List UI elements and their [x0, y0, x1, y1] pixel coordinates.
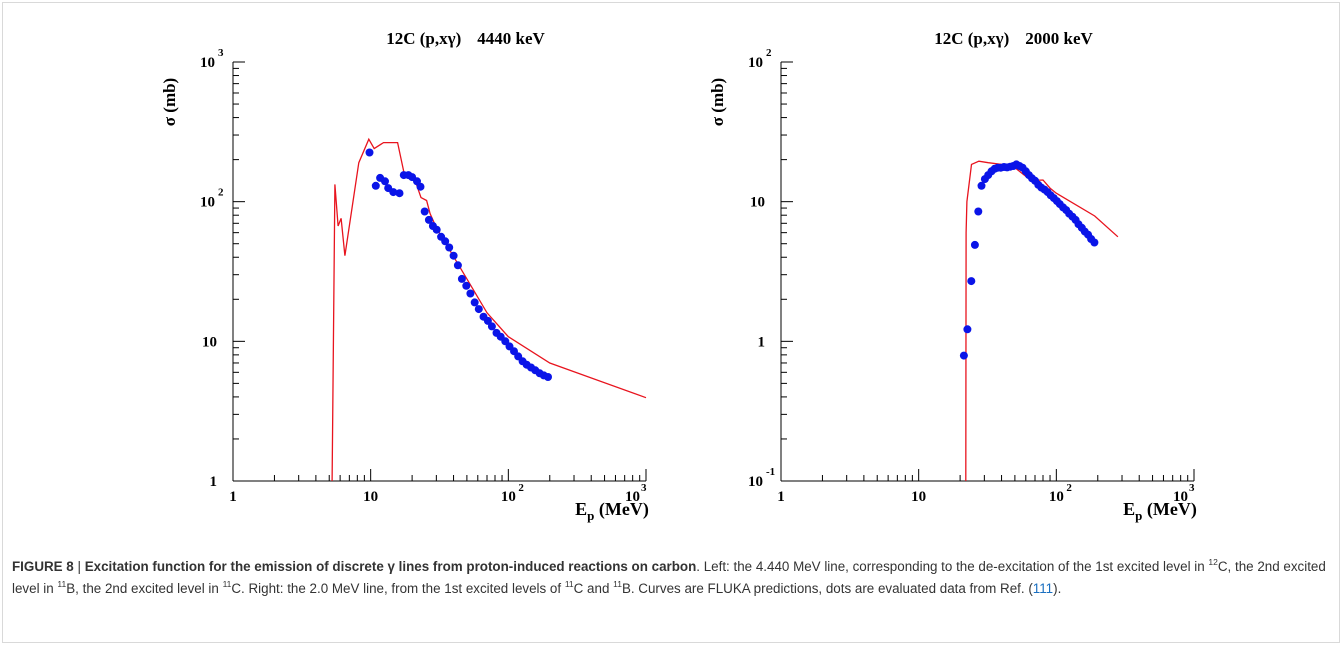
x-tick-label: 10 — [501, 489, 516, 505]
y-tick-label: 10 — [200, 195, 215, 211]
y-tick-label: 1 — [758, 334, 766, 350]
x-tick-label: 1 — [229, 489, 237, 505]
data-point — [977, 181, 986, 190]
x-axis-label-subscript: p — [1135, 508, 1142, 523]
x-tick-label: 10 — [625, 489, 640, 505]
chart-title-reaction: 12C (p,xγ) — [386, 29, 461, 48]
data-point — [474, 305, 483, 314]
y-tick-label: 10 — [750, 195, 765, 211]
data-point — [457, 274, 466, 283]
caption-text: B. Curves are FLUKA predictions, dots ar… — [621, 581, 1033, 596]
caption-superscript: 11 — [613, 578, 622, 589]
figure-label: FIGURE 8 — [12, 559, 74, 574]
fluka-curve — [965, 160, 1119, 482]
data-point — [544, 373, 552, 381]
data-point — [365, 148, 374, 157]
caption-text: C, the 2nd excited level in — [12, 559, 1326, 596]
caption-text: . Left: the 4.440 MeV line, correspondin… — [696, 559, 1209, 574]
chart-title-energy: 2000 keV — [1025, 29, 1093, 48]
x-tick-label: 10 — [1049, 489, 1064, 505]
chart-title-reaction: 12C (p,xγ) — [934, 29, 1009, 48]
y-axis-label: σ (mb) — [160, 78, 179, 126]
x-axis-label-symbol: E — [1123, 499, 1135, 519]
x-tick-exponent: 2 — [518, 482, 524, 494]
x-axis-label-unit: (MeV) — [594, 499, 648, 520]
data-point — [371, 181, 380, 190]
data-point — [466, 289, 475, 298]
data-point — [974, 207, 983, 216]
data-point — [420, 207, 429, 216]
x-axis-label-subscript: p — [587, 508, 594, 523]
caption-separator: | — [73, 559, 85, 574]
y-tick-label: 10 — [748, 55, 763, 71]
chart-title: 12C (p,xγ) 2000 keV — [934, 29, 1093, 48]
x-axis-label: Ep (MeV) — [575, 499, 649, 523]
caption-text: B, the 2nd excited level in — [66, 581, 223, 596]
data-point — [487, 322, 496, 331]
data-point — [441, 237, 450, 246]
chart-title: 12C (p,xγ) 4440 keV — [386, 29, 545, 48]
y-tick-label: 10 — [202, 334, 217, 350]
data-point — [462, 281, 471, 290]
caption-superscript: 12 — [1208, 556, 1218, 567]
data-point — [453, 261, 462, 270]
y-axis-label: σ (mb) — [708, 78, 727, 126]
y-tick-label: 1 — [210, 474, 218, 490]
y-tick-exponent: -1 — [766, 466, 775, 478]
caption-superscript: 11 — [57, 578, 67, 589]
data-point — [395, 189, 404, 198]
data-point — [389, 188, 398, 197]
figure-caption: FIGURE 8 | Excitation function for the e… — [12, 556, 1332, 600]
data-point — [449, 251, 458, 260]
caption-title: Excitation function for the emission of … — [84, 559, 697, 574]
data-point — [483, 316, 492, 325]
x-tick-exponent: 2 — [1066, 482, 1072, 494]
y-tick-exponent: 2 — [218, 187, 224, 199]
data-point — [963, 325, 972, 334]
data-point — [381, 177, 389, 186]
data-point — [432, 225, 441, 234]
chart-title-energy: 4440 keV — [477, 29, 545, 48]
y-tick-exponent: 3 — [218, 47, 224, 59]
data-point — [416, 182, 425, 191]
data-point — [445, 243, 454, 252]
data-point — [967, 277, 976, 286]
data-point — [970, 240, 979, 249]
caption-text: C and — [573, 581, 614, 596]
data-point — [959, 351, 968, 360]
caption-text: C. Right: the 2.0 MeV line, from the 1st… — [231, 581, 565, 596]
caption-text: ). — [1053, 581, 1062, 596]
x-axis-label: Ep (MeV) — [1123, 499, 1197, 523]
x-tick-exponent: 3 — [641, 482, 647, 494]
x-axis-label-symbol: E — [575, 499, 587, 519]
fluka-curve — [331, 137, 647, 482]
y-tick-label: 10 — [748, 474, 763, 490]
data-point — [1090, 238, 1099, 247]
x-axis-label-unit: (MeV) — [1142, 499, 1196, 520]
y-tick-label: 10 — [200, 55, 215, 71]
x-tick-label: 10 — [911, 489, 926, 505]
y-tick-exponent: 2 — [766, 47, 772, 59]
x-tick-exponent: 3 — [1189, 482, 1195, 494]
reference-link[interactable]: 111 — [1032, 581, 1054, 596]
data-point — [424, 215, 433, 224]
x-tick-label: 10 — [1173, 489, 1188, 505]
caption-superscript: 11 — [222, 578, 232, 589]
x-tick-label: 1 — [777, 489, 785, 505]
x-tick-label: 10 — [363, 489, 378, 505]
data-point — [470, 298, 479, 307]
caption-superscript: 11 — [564, 578, 574, 589]
